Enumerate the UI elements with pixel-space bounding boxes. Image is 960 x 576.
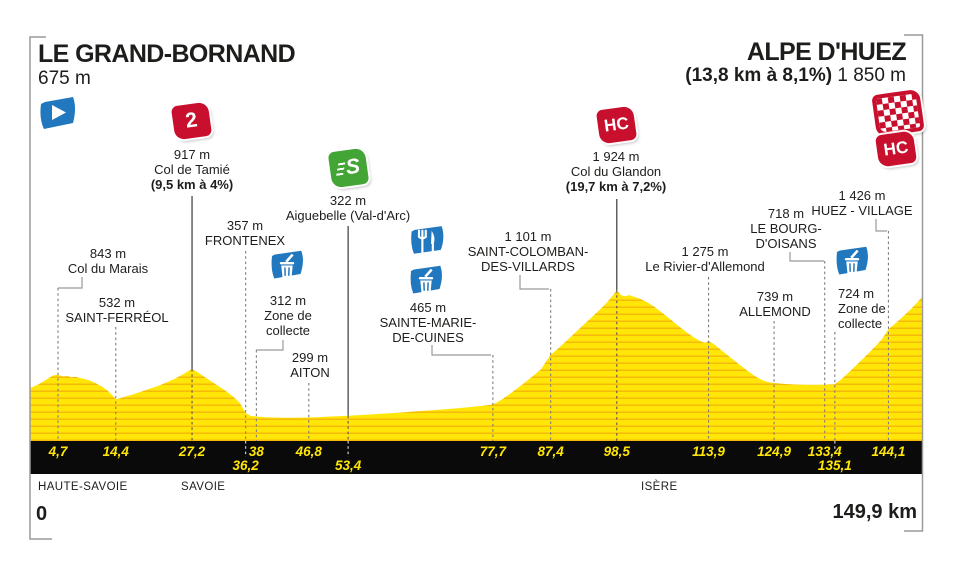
frame-right-bracket (904, 34, 924, 532)
waypoint-elevation: 1 275 m (681, 244, 729, 259)
label-connector (256, 340, 284, 351)
region-label-haute-savoie: HAUTE-SAVOIE (38, 481, 128, 493)
axis-tick-km: 98,5 (603, 444, 630, 459)
axis-tick-km: 4,7 (48, 444, 68, 459)
axis-tick-km: 133,4 (807, 444, 842, 459)
waypoint-label-zone-de: 312 m Zone de collecte (264, 293, 312, 338)
axis-tick-km: 87,4 (537, 444, 564, 459)
waypoint-name: Le Rivier-d'Allemond (645, 259, 765, 274)
elevation-area (30, 290, 923, 441)
start-elevation: 675 m (38, 68, 91, 89)
finish-climb-gradient: (13,8 km à 8,1%) (685, 65, 833, 86)
waypoint-elevation: 843 m (89, 246, 127, 261)
waypoint-elevation: 322 m (329, 193, 367, 208)
waste-zone-icon (269, 247, 305, 294)
start-town-title: LE GRAND-BORNAND (38, 40, 296, 68)
waypoint-elevation: 718 m (767, 206, 805, 221)
waypoint-elevation: 1 426 m (838, 188, 886, 203)
axis-tick-km: 46,8 (295, 444, 322, 459)
climb-gradient-note: (19,7 km à 7,2%) (565, 179, 667, 194)
region-label-is-re: ISÈRE (641, 481, 678, 493)
waypoint-label-aiton: 299 m AITON (290, 350, 330, 380)
region-label-savoie: SAVOIE (181, 481, 226, 493)
waypoint-name: DE-CUINES (392, 330, 464, 345)
waypoint-name: Aiguebelle (Val-d'Arc) (285, 208, 411, 223)
waypoint-label-allemond: 739 m ALLEMOND (739, 289, 811, 319)
finish-checkered-flag-icon (871, 88, 925, 138)
distance-total-label: 149,9 km (832, 501, 917, 523)
waste-zone-icon (834, 243, 870, 290)
axis-tick-km: 27,2 (178, 444, 206, 459)
waypoint-elevation: 465 m (409, 300, 447, 315)
waypoint-elevation: 1 924 m (592, 149, 640, 164)
start-flag-icon (36, 92, 80, 141)
finish-town-title: ALPE D'HUEZ (746, 38, 907, 66)
climb-gradient-note: (9,5 km à 4%) (150, 177, 234, 192)
climb-category-badge-2: 2 (170, 101, 213, 141)
finish-hc-badge: HC (874, 130, 918, 168)
waypoint-name: AITON (290, 365, 330, 380)
axis-tick-km: 144,1 (871, 444, 906, 459)
waypoint-name: Zone de (264, 308, 312, 323)
frame-left-bracket (29, 36, 52, 540)
waypoint-name: D'OISANS (755, 236, 817, 251)
label-connector (431, 345, 491, 356)
finish-elevation: 1 850 m (837, 65, 906, 86)
waypoint-label-aiguebelle-val-d-arc-: 322 m Aiguebelle (Val-d'Arc) (286, 193, 410, 223)
axis-tick-km: 36,2 (232, 458, 259, 473)
label-connector (519, 275, 549, 290)
waypoint-label-sainte-marie-: 465 m SAINTE-MARIE- DE-CUINES (380, 300, 477, 345)
waypoint-elevation: 532 m (98, 295, 136, 310)
waypoint-label-le-rivier-d-allemond: 1 275 m Le Rivier-d'Allemond (645, 244, 765, 274)
waypoint-elevation: 299 m (291, 350, 329, 365)
waypoint-name: DES-VILLARDS (481, 259, 575, 274)
waypoint-name: Col du Glandon (570, 164, 662, 179)
waypoint-name: SAINTE-MARIE- (379, 315, 477, 330)
waypoint-elevation: 917 m (173, 147, 211, 162)
waypoint-label-col-du-marais: 843 m Col du Marais (68, 246, 148, 276)
waypoint-elevation: 357 m (226, 218, 264, 233)
waypoint-name: Col du Marais (67, 261, 149, 276)
axis-tick-km: 53,4 (334, 458, 362, 473)
waypoint-name: ALLEMOND (739, 304, 811, 319)
axis-tick-km: 124,9 (757, 444, 791, 459)
distance-start-label: 0 (36, 503, 48, 525)
sprint-badge-icon: S (327, 147, 370, 189)
label-connector (875, 219, 887, 232)
axis-tick-km: 77,7 (479, 444, 507, 459)
waypoint-label-col-du-glandon: 1 924 m Col du Glandon (19,7 km à 7,2%) (566, 149, 666, 194)
waypoint-elevation: 1 101 m (504, 229, 552, 244)
axis-tick-km: 14,4 (102, 444, 129, 459)
axis-tick-km: 113,9 (692, 444, 725, 459)
axis-tick-km: 38 (248, 444, 264, 459)
waypoint-name: Zone de (838, 301, 886, 316)
waypoint-label-col-de-tami-: 917 m Col de Tamié (9,5 km à 4%) (151, 147, 233, 192)
finish-elevation-line: (13,8 km à 8,1%) 1 850 m (685, 65, 906, 87)
waypoint-label-zone-de: 724 m Zone de collecte (838, 286, 886, 331)
waypoint-label-frontenex: 357 m FRONTENEX (205, 218, 285, 248)
waypoint-label-le-bourg-: 718 m LE BOURG- D'OISANS (750, 206, 822, 251)
feed-zone-and-waste-icons (408, 223, 446, 309)
climb-category-badge-hc: HC (595, 105, 638, 145)
label-connector (58, 277, 83, 289)
waypoint-label-saint-ferr-ol: 532 m SAINT-FERRÉOL (65, 295, 168, 325)
axis-tick-km: 135,1 (817, 458, 852, 473)
waypoint-name: HUEZ - VILLAGE (811, 203, 913, 218)
distance-axis-bar (30, 441, 923, 474)
label-connector (789, 252, 824, 262)
waypoint-name: collecte (265, 323, 311, 338)
waypoint-elevation: 739 m (756, 289, 794, 304)
waypoint-name: FRONTENEX (204, 233, 286, 248)
waypoint-name: LE BOURG- (750, 221, 822, 236)
waypoint-elevation: 312 m (269, 293, 307, 308)
waypoint-name: SAINT-COLOMBAN- (467, 244, 589, 259)
waypoint-elevation: 724 m (838, 286, 875, 301)
waypoint-name: collecte (838, 316, 883, 331)
waypoint-label-huez-village: 1 426 m HUEZ - VILLAGE (811, 188, 912, 218)
waypoint-name: SAINT-FERRÉOL (65, 310, 169, 325)
waypoint-label-saint-colomban-: 1 101 m SAINT-COLOMBAN- DES-VILLARDS (468, 229, 589, 274)
waypoint-name: Col de Tamié (154, 162, 230, 177)
